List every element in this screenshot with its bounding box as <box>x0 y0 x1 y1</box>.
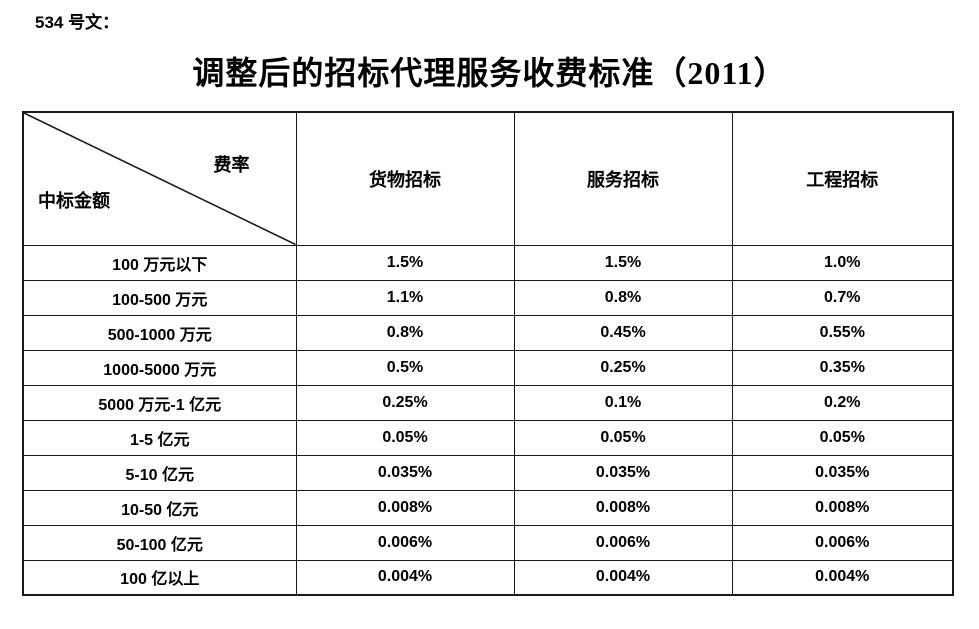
doc-number-label: 534 号文： <box>35 13 120 32</box>
rate-cell: 1.5% <box>295 244 515 281</box>
diagonal-line <box>24 113 296 245</box>
table-row: 100-500 万元 1.1% 0.8% 0.7% <box>22 279 954 316</box>
column-header-goods: 货物招标 <box>295 111 515 246</box>
row-label: 1000-5000 万元 <box>22 349 297 386</box>
row-label: 50-100 亿元 <box>22 524 297 561</box>
rate-cell: 0.006% <box>513 524 733 561</box>
rate-cell: 0.008% <box>731 489 954 526</box>
rate-cell: 0.2% <box>731 384 954 421</box>
rate-cell: 0.35% <box>731 349 954 386</box>
rate-cell: 0.05% <box>731 419 954 456</box>
rate-cell: 1.0% <box>731 244 954 281</box>
rate-cell: 0.1% <box>513 384 733 421</box>
rate-cell: 0.004% <box>295 559 515 596</box>
rate-cell: 0.55% <box>731 314 954 351</box>
rate-cell: 0.25% <box>513 349 733 386</box>
row-label: 5-10 亿元 <box>22 454 297 491</box>
rate-cell: 0.05% <box>513 419 733 456</box>
row-label: 5000 万元-1 亿元 <box>22 384 297 421</box>
table-row: 100 亿以上 0.004% 0.004% 0.004% <box>22 559 954 596</box>
table-row: 500-1000 万元 0.8% 0.45% 0.55% <box>22 314 954 351</box>
rate-cell: 0.45% <box>513 314 733 351</box>
table-row: 5-10 亿元 0.035% 0.035% 0.035% <box>22 454 954 491</box>
rate-cell: 1.1% <box>295 279 515 316</box>
row-label: 100-500 万元 <box>22 279 297 316</box>
column-header-engineering: 工程招标 <box>731 111 954 246</box>
rate-cell: 0.035% <box>513 454 733 491</box>
rate-cell: 0.006% <box>731 524 954 561</box>
row-label: 100 万元以下 <box>22 244 297 281</box>
table-row: 1-5 亿元 0.05% 0.05% 0.05% <box>22 419 954 456</box>
rate-cell: 0.5% <box>295 349 515 386</box>
rate-cell: 0.8% <box>513 279 733 316</box>
table-header-row: 费率 中标金额 货物招标 服务招标 工程招标 <box>22 111 954 246</box>
rate-cell: 0.004% <box>731 559 954 596</box>
fee-rate-table: 费率 中标金额 货物招标 服务招标 工程招标 100 万元以下 1.5% 1.5… <box>22 111 954 596</box>
diagonal-corner-cell: 费率 中标金额 <box>22 111 297 246</box>
row-label: 100 亿以上 <box>22 559 297 596</box>
rate-cell: 0.035% <box>731 454 954 491</box>
row-label: 500-1000 万元 <box>22 314 297 351</box>
table-row: 1000-5000 万元 0.5% 0.25% 0.35% <box>22 349 954 386</box>
rate-cell: 0.006% <box>295 524 515 561</box>
table-row: 50-100 亿元 0.006% 0.006% 0.006% <box>22 524 954 561</box>
corner-label-amount: 中标金额 <box>38 190 110 211</box>
rate-cell: 0.035% <box>295 454 515 491</box>
column-header-services: 服务招标 <box>513 111 733 246</box>
rate-cell: 0.8% <box>295 314 515 351</box>
corner-label-rate: 费率 <box>213 155 250 175</box>
row-label: 1-5 亿元 <box>22 419 297 456</box>
table-row: 5000 万元-1 亿元 0.25% 0.1% 0.2% <box>22 384 954 421</box>
rate-cell: 0.008% <box>513 489 733 526</box>
row-label: 10-50 亿元 <box>22 489 297 526</box>
rate-cell: 0.25% <box>295 384 515 421</box>
rate-cell: 1.5% <box>513 244 733 281</box>
rate-cell: 0.7% <box>731 279 954 316</box>
table-row: 10-50 亿元 0.008% 0.008% 0.008% <box>22 489 954 526</box>
rate-cell: 0.004% <box>513 559 733 596</box>
rate-cell: 0.05% <box>295 419 515 456</box>
rate-cell: 0.008% <box>295 489 515 526</box>
page-title: 调整后的招标代理服务收费标准（2011） <box>192 55 787 91</box>
table-row: 100 万元以下 1.5% 1.5% 1.0% <box>22 244 954 281</box>
